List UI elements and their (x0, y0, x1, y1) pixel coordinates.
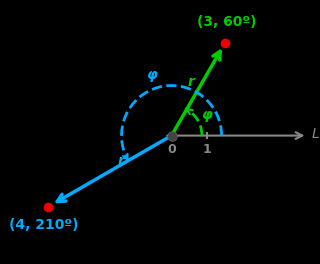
Text: 1: 1 (203, 143, 212, 157)
Text: 0: 0 (167, 143, 176, 157)
Text: r: r (188, 75, 195, 89)
Text: r: r (118, 154, 125, 168)
Text: L: L (312, 127, 319, 141)
Text: φ: φ (202, 108, 213, 122)
Text: (3, 60º): (3, 60º) (197, 15, 257, 29)
Text: φ: φ (147, 68, 157, 82)
Text: (4, 210º): (4, 210º) (9, 219, 79, 233)
